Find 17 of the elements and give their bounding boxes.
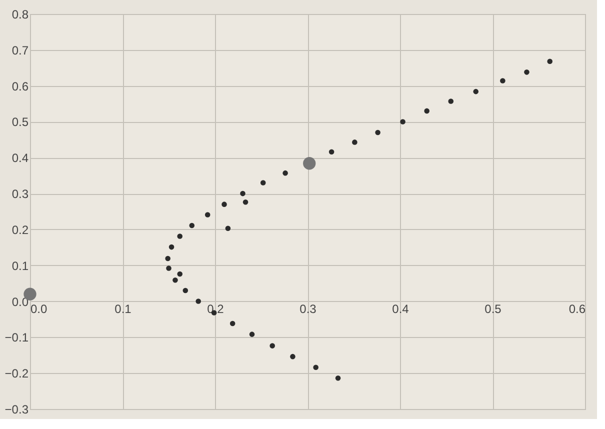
x-tick-label: 0.3 xyxy=(300,302,317,316)
x-tick-label: 0.1 xyxy=(114,302,132,316)
x-tick-label: 0.5 xyxy=(484,302,502,316)
y-tick-label: −0.3 xyxy=(4,402,29,416)
y-tick-label: 0.8 xyxy=(12,8,29,22)
y-tick-label: 0.3 xyxy=(12,187,29,202)
y-tick-label: 0.1 xyxy=(12,258,29,273)
y-tick-label: −0.2 xyxy=(4,366,29,381)
x-tick-label: 0.6 xyxy=(568,302,586,316)
y-tick-label: −0.1 xyxy=(4,330,29,345)
x-tick-label: 0.0 xyxy=(30,302,48,316)
y-tick-label: 0.4 xyxy=(12,151,29,166)
y-tick-label: 0.7 xyxy=(12,43,29,58)
y-tick-label: 0.2 xyxy=(12,222,29,237)
y-tick-label: 0.6 xyxy=(12,79,29,94)
y-tick-label: 0.5 xyxy=(12,115,29,130)
x-tick-label: 0.4 xyxy=(392,302,410,316)
